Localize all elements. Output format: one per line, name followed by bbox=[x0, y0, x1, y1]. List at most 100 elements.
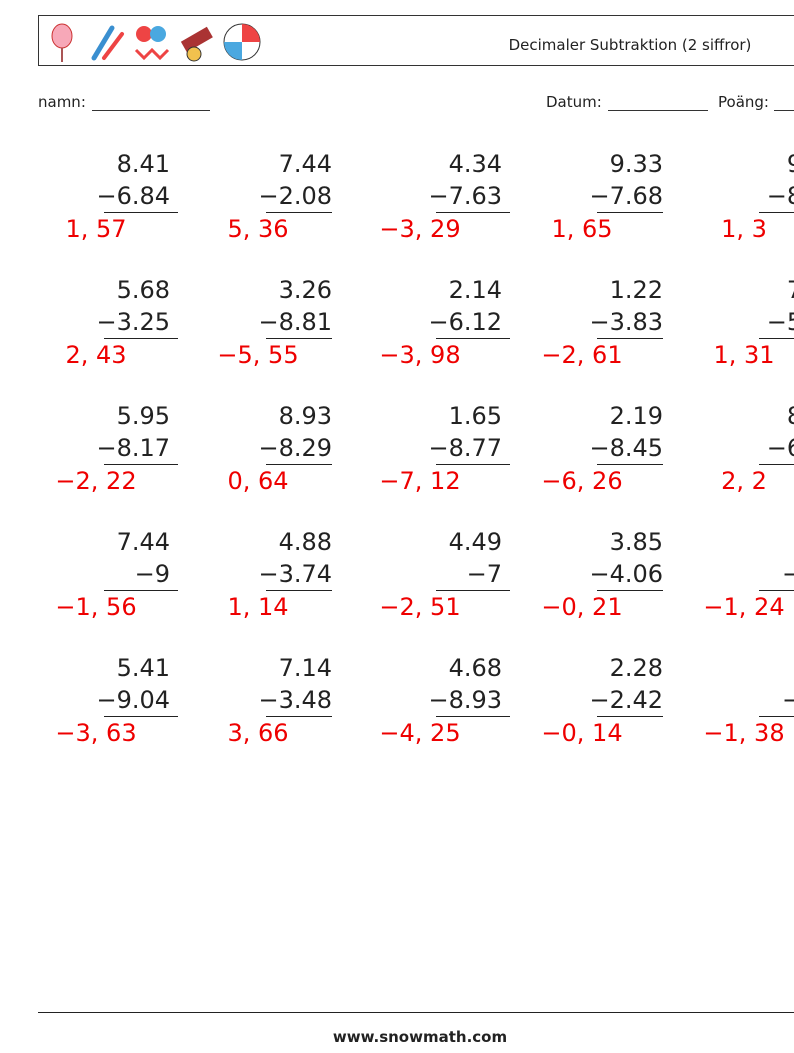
answer: −3, 63 bbox=[55, 719, 137, 747]
answer-rule bbox=[266, 716, 332, 717]
minuend: 4.88 bbox=[278, 528, 332, 556]
subtrahend: −4.06 bbox=[589, 560, 663, 588]
name-label: namn: bbox=[38, 93, 86, 111]
answer: 2, 2 bbox=[721, 467, 767, 495]
minuend: 2.14 bbox=[448, 276, 502, 304]
answer: 0, 64 bbox=[227, 467, 289, 495]
answer: −0, 21 bbox=[541, 593, 623, 621]
answer: −3, 98 bbox=[379, 341, 461, 369]
answer-rule bbox=[597, 464, 663, 465]
minuend: 2.19 bbox=[609, 402, 663, 430]
minuend: 7.44 bbox=[116, 528, 170, 556]
answer: −7, 12 bbox=[379, 467, 461, 495]
answer: −3, 29 bbox=[379, 215, 461, 243]
minuend: 2.28 bbox=[609, 654, 663, 682]
answer: −2, 22 bbox=[55, 467, 137, 495]
answer-rule bbox=[597, 212, 663, 213]
subtrahend: −6.12 bbox=[428, 308, 502, 336]
minuend: 8.7 bbox=[705, 402, 794, 430]
answer-rule bbox=[759, 464, 794, 465]
date-line bbox=[608, 110, 708, 111]
subtrahend: −7 bbox=[466, 560, 502, 588]
answer-rule bbox=[266, 590, 332, 591]
minuend: 9.9 bbox=[705, 150, 794, 178]
answer: 1, 3 bbox=[721, 215, 767, 243]
subtrahend: −8.45 bbox=[589, 434, 663, 462]
minuend: 3.85 bbox=[609, 528, 663, 556]
answer: 5, 36 bbox=[227, 215, 289, 243]
subtrahend: −9.04 bbox=[96, 686, 170, 714]
minuend: 8.41 bbox=[116, 150, 170, 178]
answer-rule bbox=[597, 590, 663, 591]
answer-rule bbox=[104, 464, 178, 465]
answer: 1, 14 bbox=[227, 593, 289, 621]
answer-rule bbox=[266, 212, 332, 213]
minuend: 9.33 bbox=[609, 150, 663, 178]
answer-rule bbox=[759, 338, 794, 339]
minuend: 4.49 bbox=[448, 528, 502, 556]
title: Decimaler Subtraktion (2 siffror) bbox=[508, 36, 752, 54]
minuend: 5.41 bbox=[116, 654, 170, 682]
minuend: 4.68 bbox=[448, 654, 502, 682]
answer: −6, 26 bbox=[541, 467, 623, 495]
minuend: 3.26 bbox=[278, 276, 332, 304]
subtrahend: −7.63 bbox=[428, 182, 502, 210]
subtrahend: −3.48 bbox=[258, 686, 332, 714]
minuend: 7.14 bbox=[278, 654, 332, 682]
answer-rule bbox=[597, 716, 663, 717]
minuend: 5.95 bbox=[116, 402, 170, 430]
subtrahend: −3.74 bbox=[258, 560, 332, 588]
minuend: 1.65 bbox=[448, 402, 502, 430]
answer-rule bbox=[759, 716, 794, 717]
answer: −1, 24 bbox=[703, 593, 785, 621]
minuend: 5.68 bbox=[116, 276, 170, 304]
subtrahend: −8.93 bbox=[428, 686, 502, 714]
footer-url: www.snowmath.com bbox=[332, 1028, 508, 1046]
answer: −1, 38 bbox=[703, 719, 785, 747]
minuend: 1.22 bbox=[609, 276, 663, 304]
subtrahend: −7.68 bbox=[589, 182, 663, 210]
name-line bbox=[92, 110, 210, 111]
subtrahend: −8.29 bbox=[258, 434, 332, 462]
answer-rule bbox=[104, 212, 178, 213]
footer-line bbox=[38, 1012, 794, 1013]
answer-rule bbox=[597, 338, 663, 339]
answer-rule bbox=[436, 590, 510, 591]
minuend: 6. bbox=[705, 654, 794, 682]
subtrahend: −8.77 bbox=[428, 434, 502, 462]
subtrahend: −6.5 bbox=[766, 434, 794, 462]
minuend: 4.34 bbox=[448, 150, 502, 178]
minuend: 7.1 bbox=[705, 276, 794, 304]
answer-rule bbox=[266, 338, 332, 339]
answer-rule bbox=[436, 212, 510, 213]
answer-rule bbox=[104, 716, 178, 717]
header-icons bbox=[51, 23, 261, 62]
subtrahend: −2.42 bbox=[589, 686, 663, 714]
subtrahend: −3.83 bbox=[589, 308, 663, 336]
subtrahend: −8. bbox=[781, 686, 794, 714]
subtrahend: −8.17 bbox=[96, 434, 170, 462]
answer-rule bbox=[759, 212, 794, 213]
header-box bbox=[38, 15, 794, 66]
answer: −2, 61 bbox=[541, 341, 623, 369]
minuend: 4. bbox=[705, 528, 794, 556]
answer: −2, 51 bbox=[379, 593, 461, 621]
answer: 2, 43 bbox=[65, 341, 127, 369]
answer: −0, 14 bbox=[541, 719, 623, 747]
score-line bbox=[774, 110, 794, 111]
subtrahend: −2.08 bbox=[258, 182, 332, 210]
answer-rule bbox=[436, 338, 510, 339]
minuend: 7.44 bbox=[278, 150, 332, 178]
subtrahend: −6.84 bbox=[96, 182, 170, 210]
subtrahend: −5. bbox=[781, 560, 794, 588]
subtrahend: −8.81 bbox=[258, 308, 332, 336]
subtrahend: −3.25 bbox=[96, 308, 170, 336]
score-label: Poäng: bbox=[718, 93, 769, 111]
answer-rule bbox=[436, 464, 510, 465]
answer-rule bbox=[104, 338, 178, 339]
answer-rule bbox=[266, 464, 332, 465]
answer-rule bbox=[436, 716, 510, 717]
answer: 1, 65 bbox=[551, 215, 613, 243]
answer: 3, 66 bbox=[227, 719, 289, 747]
